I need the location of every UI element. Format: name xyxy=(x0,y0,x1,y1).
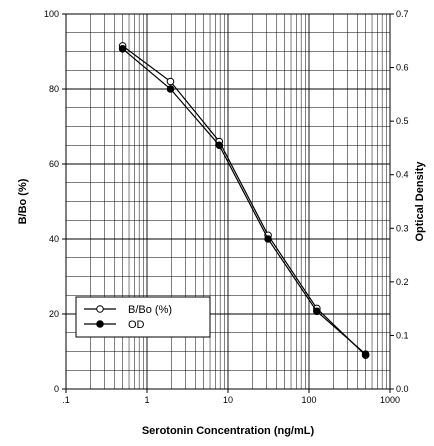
y2-axis-title: Optical Density xyxy=(414,161,426,242)
series-line xyxy=(122,48,366,355)
od-point xyxy=(264,235,272,243)
x-tick-label: 10 xyxy=(223,395,233,405)
legend: B/Bo (%) OD xyxy=(75,296,211,338)
y2-tick-label: 0.7 xyxy=(396,9,409,19)
y2-tick-label: 0.1 xyxy=(396,330,409,340)
legend-swatch-marker xyxy=(96,305,104,313)
y-tick-label: 100 xyxy=(44,9,59,19)
legend-label: OD xyxy=(128,319,145,331)
legend-box xyxy=(75,296,211,338)
y2-tick-label: 0.6 xyxy=(396,63,409,73)
y2-tick-label: 0.2 xyxy=(396,277,409,287)
y-tick-label: 0 xyxy=(54,384,59,394)
axis-layer: .1 1 10 100 1000 0 20 40 60 80 100 0.0 0.1 0.2 0.3 0.4 0… xyxy=(44,9,409,405)
y-tick-label: 80 xyxy=(49,84,59,94)
od-point xyxy=(166,85,175,93)
bbo-point xyxy=(166,77,175,86)
legend-label: B/Bo (%) xyxy=(128,304,172,316)
od-point xyxy=(118,45,127,53)
y-tick-label: 40 xyxy=(49,234,59,244)
y-tick-label: 20 xyxy=(49,309,59,319)
y2-tick-label: 0.3 xyxy=(396,223,409,233)
od-point xyxy=(313,307,321,316)
y-axis-title: B/Bo (%) xyxy=(17,178,29,224)
x-tick-label: .1 xyxy=(62,395,70,405)
x-tick-label: 1 xyxy=(144,395,149,405)
x-tick-label: 1000 xyxy=(380,395,400,405)
y2-tick-label: 0.0 xyxy=(396,384,409,394)
y2-tick-label: 0.4 xyxy=(396,170,409,180)
x-tick-label: 100 xyxy=(301,395,316,405)
legend-swatch-marker xyxy=(96,320,104,328)
y2-tick-label: 0.5 xyxy=(396,116,409,126)
series-layer xyxy=(118,42,370,360)
y-tick-label: 60 xyxy=(49,159,59,169)
series-line xyxy=(122,45,367,356)
od-point xyxy=(361,350,370,358)
x-axis-title: Serotonin Concentration (ng/mL) xyxy=(142,425,315,437)
od-point xyxy=(215,141,224,150)
